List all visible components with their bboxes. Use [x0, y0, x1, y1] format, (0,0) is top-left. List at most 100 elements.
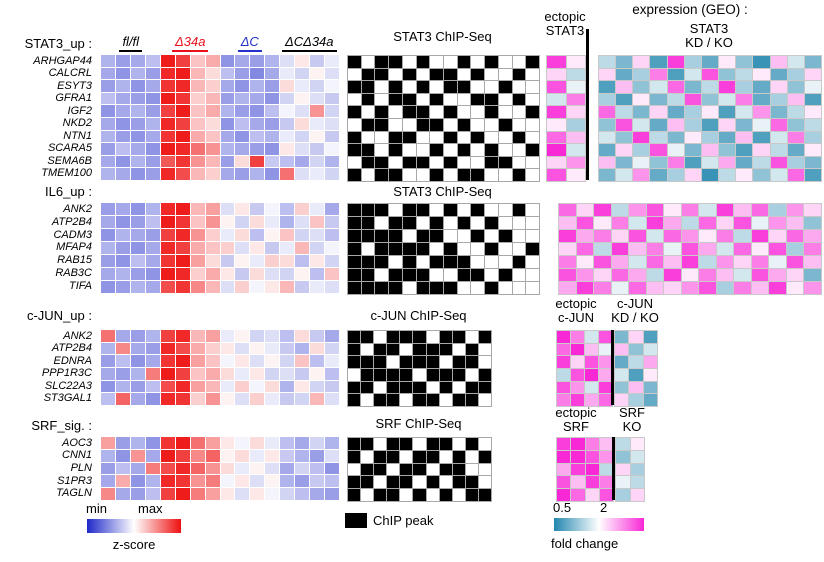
heatmap-cell [220, 342, 235, 355]
heatmap-cell [629, 230, 646, 242]
heatmap-cell [643, 381, 657, 394]
heatmap-cell [465, 356, 478, 368]
heatmap-cell [457, 131, 471, 144]
heatmap-cell [325, 355, 339, 367]
heatmap-cell [235, 437, 250, 449]
fold-gradient-bar [554, 518, 644, 531]
heatmap-cell [387, 489, 400, 501]
heatmap-cell [616, 56, 633, 68]
heatmap-cell [457, 81, 471, 93]
heatmap-cell [265, 393, 280, 405]
heatmap-cell [402, 106, 416, 118]
heatmap-cell [770, 93, 787, 106]
heatmap-cell [160, 130, 175, 143]
heatmap-cell [430, 81, 443, 93]
heatmap-cell [770, 144, 787, 156]
heatmap-cell [684, 131, 701, 144]
heatmap-cell [115, 105, 130, 117]
gene-label: GFRA1 [55, 92, 92, 105]
heatmap-cell [325, 255, 339, 267]
heatmap-cell [348, 394, 361, 406]
heatmap-cell [559, 204, 576, 216]
heatmap-cell [615, 331, 629, 343]
heatmap-cell [325, 143, 339, 155]
heatmap-cell [325, 80, 339, 92]
heatmap-cell [115, 255, 130, 267]
heatmap-cell [280, 268, 295, 280]
heatmap-cell [265, 437, 280, 449]
heatmap-cell [400, 476, 413, 489]
heatmap-cell [145, 55, 160, 67]
heatmap-cell [115, 475, 130, 488]
heatmap-cell [220, 355, 235, 367]
heatmap-cell [361, 256, 375, 268]
heatmap-cell [145, 92, 160, 105]
heatmap-cell [205, 268, 220, 280]
heatmap-cell [389, 56, 402, 68]
heatmap-cell [265, 92, 280, 105]
heatmap-cell [101, 268, 115, 280]
heatmap-cell [498, 169, 512, 181]
gene-label: AOC3 [62, 436, 92, 449]
cjun-expression-divider [611, 330, 614, 405]
heatmap-cell [471, 169, 485, 181]
heatmap-cell [616, 438, 630, 450]
heatmap-cell [444, 131, 457, 144]
heatmap-cell [389, 68, 402, 81]
heatmap-cell [375, 93, 389, 106]
heatmap-cell [719, 106, 736, 118]
heatmap-cell [719, 93, 736, 106]
heatmap-cell [719, 68, 736, 81]
heatmap-cell [664, 230, 681, 242]
heatmap-cell [699, 282, 716, 294]
heatmap-cell [235, 229, 250, 241]
heatmap-cell [280, 118, 295, 130]
heatmap-cell [145, 130, 160, 143]
heatmap-cell [145, 80, 160, 92]
heatmap-cell [265, 168, 280, 180]
heatmap-cell [295, 281, 310, 293]
heatmap-cell [190, 449, 205, 462]
heatmap-cell [220, 268, 235, 280]
heatmap-cell [753, 156, 770, 169]
heatmap-cell [498, 144, 512, 156]
heatmap-cell [787, 56, 804, 68]
heatmap-cell [361, 131, 375, 144]
heatmap-cell [115, 380, 130, 393]
heatmap-cell [611, 204, 629, 216]
ectopic-stat3-label-line2: STAT3 [545, 23, 585, 38]
heatmap-cell [101, 380, 115, 393]
heatmap-cell [361, 230, 375, 242]
heatmap-cell [374, 476, 387, 489]
heatmap-cell [498, 217, 512, 229]
heatmap-cell [439, 476, 452, 489]
heatmap-cell [389, 269, 402, 281]
heatmap-cell [471, 131, 485, 144]
heatmap-cell [190, 255, 205, 267]
heatmap-cell [426, 476, 439, 489]
heatmap-cell [769, 256, 786, 268]
heatmap-cell [701, 81, 719, 93]
heatmap-cell [684, 119, 701, 131]
heatmap-cell [526, 119, 539, 131]
heatmap-cell [280, 242, 295, 254]
heatmap-cell [387, 331, 400, 343]
heatmap-cell [452, 394, 465, 406]
heatmap-cell [101, 355, 115, 367]
srf-chip-title: SRF ChIP-Seq [375, 416, 462, 431]
heatmap-cell [611, 282, 629, 294]
heatmap-cell [416, 144, 430, 156]
heatmap-cell [753, 144, 770, 156]
heatmap-cell [786, 204, 804, 216]
heatmap-cell [526, 243, 539, 255]
heatmap-cell [375, 269, 389, 281]
heatmap-cell [430, 144, 443, 156]
heatmap-cell [478, 343, 491, 356]
heatmap-cell [787, 169, 804, 181]
heatmap-cell [145, 143, 160, 155]
heatmap-cell [115, 203, 130, 215]
heatmap-cell [375, 131, 389, 144]
gene-label: SCARA5 [47, 142, 92, 155]
heatmap-cell [616, 489, 630, 501]
heatmap-cell [101, 462, 115, 475]
